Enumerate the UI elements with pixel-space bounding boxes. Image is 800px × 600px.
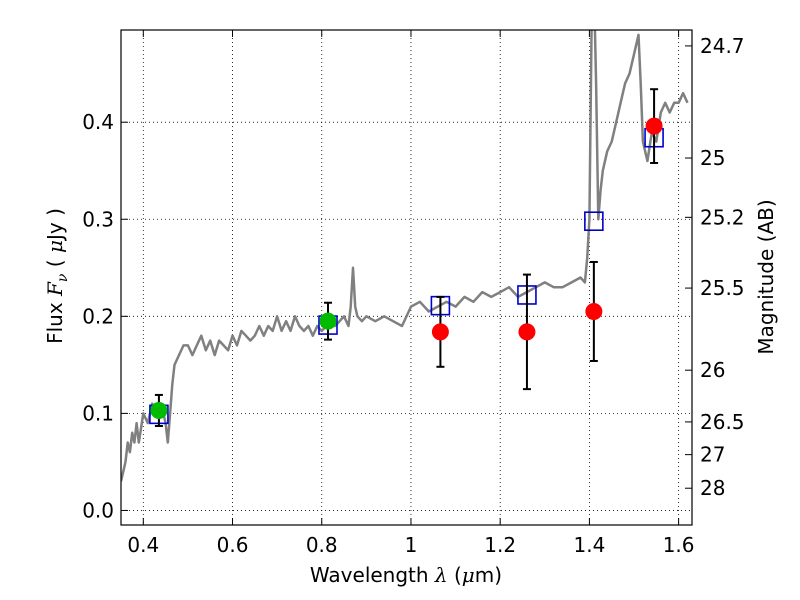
photometry-point <box>645 117 663 135</box>
y-tick-label: 0.3 <box>82 207 114 231</box>
x-axis-label-unit-rest: m) <box>475 563 502 587</box>
y-axis-label-symbol: F <box>43 281 67 297</box>
spectrum-line <box>121 30 689 482</box>
y-axis-label-unit-rest: Jy ) <box>43 208 67 242</box>
magnitude-tick-label: 25.5 <box>700 276 745 300</box>
x-axis-label-unit-open: ( <box>448 563 462 587</box>
points-layer <box>149 88 664 427</box>
y-tick-label: 0.4 <box>82 110 114 134</box>
y-axis-right-label: Magnitude (AB) <box>754 199 778 354</box>
axis-ticks: 0.4 0.6 0.8 1 1.2 1.4 1.6 0.0 0.1 0.2 0.3 0.4 24.7 25… <box>82 30 745 557</box>
model-point-square <box>584 211 604 232</box>
magnitude-tick-label: 26 <box>700 358 725 382</box>
grid-lines <box>121 30 692 525</box>
x-tick-label: 1.4 <box>573 533 605 557</box>
y-tick-label: 0.2 <box>82 304 114 328</box>
magnitude-tick-label: 24.7 <box>700 34 745 58</box>
x-tick-label: 0.6 <box>217 533 249 557</box>
x-axis-label-prefix: Wavelength <box>310 563 435 587</box>
x-tick-label: 1.6 <box>663 533 695 557</box>
photometry-point <box>319 312 337 330</box>
x-axis-label: Wavelength λ (μm) <box>310 563 502 587</box>
y-tick-label: 0.0 <box>82 498 114 522</box>
y-axis-label-prefix: Flux <box>43 296 67 344</box>
x-tick-label: 1.2 <box>484 533 516 557</box>
magnitude-tick-label: 27 <box>700 443 725 467</box>
y-axis-label-unit-sym: μ <box>43 240 67 253</box>
x-tick-label: 0.8 <box>306 533 338 557</box>
plot-frame <box>120 29 693 526</box>
x-axis-label-unit-sym: μ <box>462 563 475 587</box>
photometry-point <box>585 302 603 320</box>
magnitude-tick-label: 25.2 <box>700 205 745 229</box>
magnitude-tick-label: 26.5 <box>700 410 745 434</box>
photometry-point <box>150 401 168 419</box>
magnitude-tick-label: 28 <box>700 476 725 500</box>
photometry-point <box>431 323 449 341</box>
x-tick-label: 1 <box>405 533 418 557</box>
y-tick-label: 0.1 <box>82 401 114 425</box>
y-axis-label: Flux Fν ( μJy ) <box>43 208 71 344</box>
y-axis-label-unit-open: ( <box>43 253 67 274</box>
spectrum-layer <box>121 30 689 482</box>
y-axis-label-sub: ν <box>55 273 71 282</box>
x-axis-label-symbol: λ <box>434 563 448 587</box>
photometry-point <box>518 323 536 341</box>
x-tick-label: 0.4 <box>127 533 159 557</box>
magnitude-tick-label: 25 <box>700 146 725 170</box>
